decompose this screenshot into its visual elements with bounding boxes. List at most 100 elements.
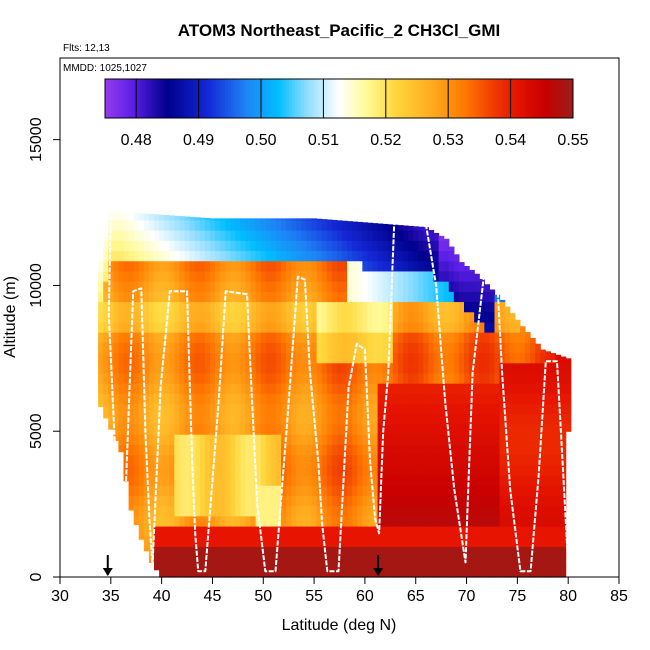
heatmap-cell [387, 311, 394, 323]
heatmap-cell [113, 362, 120, 374]
heatmap-cell [189, 536, 196, 547]
heatmap-cell [514, 372, 521, 384]
heatmap-cell [143, 250, 150, 262]
heatmap-cell [474, 464, 480, 476]
colorbar-cell [567, 79, 571, 118]
heatmap-cell [565, 358, 572, 364]
heatmap-cell [235, 372, 241, 384]
heatmap-cell [113, 311, 120, 323]
x-tick-label: 35 [102, 588, 120, 605]
heatmap-cell [301, 230, 308, 241]
heatmap-cell [403, 566, 409, 578]
heatmap-cell [331, 495, 338, 507]
heatmap-cell [433, 485, 440, 496]
heatmap-cell [464, 413, 470, 425]
heatmap-cell [331, 444, 338, 456]
heatmap-cell [372, 250, 379, 262]
colorbar-cell [397, 79, 401, 118]
heatmap-cell [448, 444, 455, 456]
heatmap-cell [524, 444, 531, 456]
heatmap-cell [301, 413, 308, 425]
heatmap-cell [275, 270, 282, 282]
heatmap-cell [204, 250, 211, 262]
heatmap-cell [265, 281, 272, 292]
heatmap-cell [397, 291, 404, 303]
heatmap-cell [357, 393, 363, 405]
heatmap-cell [138, 362, 145, 374]
heatmap-cell [479, 311, 485, 323]
heatmap-cell [418, 342, 424, 354]
heatmap-cell [423, 352, 430, 364]
heatmap-cell [321, 485, 328, 496]
heatmap-cell [225, 383, 231, 394]
heatmap-cell [397, 566, 404, 578]
heatmap-cell [397, 525, 404, 537]
heatmap-cell [169, 281, 175, 292]
heatmap-cell [408, 515, 414, 527]
heatmap-cell [154, 444, 160, 456]
colorbar-cell [456, 79, 460, 118]
colorbar-cell [371, 79, 375, 118]
heatmap-cell [326, 454, 333, 466]
heatmap-cell [225, 495, 231, 507]
heatmap-cell [143, 393, 150, 405]
heatmap-cell [372, 332, 379, 343]
heatmap-cell [159, 536, 165, 547]
heatmap-cell [306, 546, 313, 558]
heatmap-cell [372, 383, 379, 394]
heatmap-cell [484, 383, 491, 394]
heatmap-cell [296, 474, 302, 486]
heatmap-cell [392, 270, 399, 282]
heatmap-cell [326, 536, 333, 547]
heatmap-cell [108, 250, 114, 262]
heatmap-cell [494, 505, 501, 517]
heatmap-cell [438, 332, 445, 343]
heatmap-cell [220, 230, 226, 241]
heatmap-cell [560, 362, 567, 374]
heatmap-cell [530, 434, 536, 445]
x-tick-label: 65 [407, 588, 425, 605]
heatmap-cell [453, 495, 460, 507]
heatmap-cell [326, 393, 333, 405]
heatmap-cell [306, 311, 313, 323]
x-tick-label: 50 [254, 588, 272, 605]
heatmap-cell [164, 321, 170, 333]
heatmap-cell [174, 454, 181, 466]
heatmap-cell [377, 413, 384, 425]
heatmap-cell [174, 474, 181, 486]
heatmap-cell [316, 495, 323, 507]
heatmap-cell [194, 536, 201, 547]
heatmap-cell [174, 515, 181, 527]
heatmap-cell [209, 321, 216, 333]
heatmap-cell [550, 362, 557, 374]
heatmap-cell [306, 454, 313, 466]
heatmap-cell [235, 546, 241, 558]
heatmap-cell [133, 372, 140, 384]
heatmap-cell [138, 505, 145, 517]
heatmap-cell [240, 525, 247, 537]
heatmap-cell [321, 444, 328, 456]
heatmap-cell [357, 240, 363, 252]
heatmap-cell [342, 352, 348, 364]
heatmap-cell [174, 270, 181, 282]
heatmap-cell [148, 230, 155, 241]
heatmap-cell [479, 515, 485, 527]
heatmap-cell [291, 505, 297, 517]
heatmap-cell [403, 291, 409, 303]
heatmap-cell [296, 311, 302, 323]
heatmap-cell [453, 515, 460, 527]
heatmap-cell [336, 362, 343, 374]
heatmap-cell [128, 281, 135, 292]
heatmap-cell [270, 260, 277, 272]
heatmap-cell [225, 474, 231, 486]
heatmap-cell [392, 474, 399, 486]
heatmap-cell [199, 434, 206, 445]
heatmap-cell [311, 218, 318, 221]
heatmap-cell [357, 495, 363, 507]
heatmap-cell [270, 219, 277, 231]
heatmap-cell [550, 454, 557, 466]
heatmap-cell [215, 434, 221, 445]
heatmap-cell [423, 454, 430, 466]
heatmap-cell [469, 546, 475, 558]
heatmap-cell [372, 546, 379, 558]
